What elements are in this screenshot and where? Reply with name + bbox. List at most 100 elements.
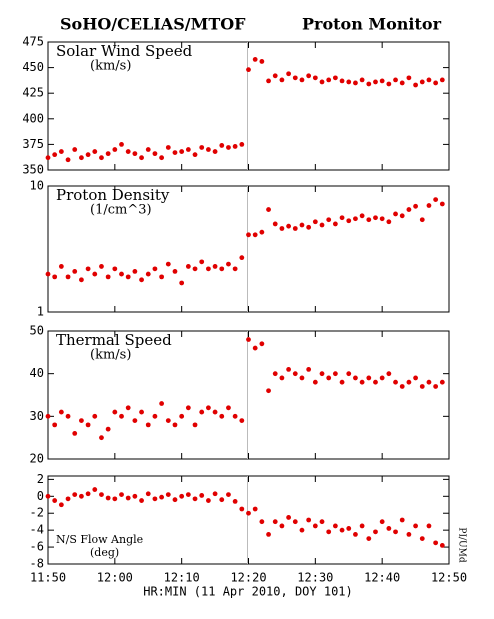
data-point — [386, 219, 392, 225]
data-point — [199, 145, 205, 150]
data-point — [292, 75, 298, 81]
data-point — [192, 152, 198, 158]
data-point — [165, 145, 171, 150]
data-point — [185, 405, 191, 411]
data-point — [299, 77, 305, 83]
data-point — [179, 493, 185, 499]
data-point — [132, 493, 138, 499]
data-point — [172, 269, 178, 274]
data-point — [79, 493, 84, 499]
data-point — [332, 75, 338, 81]
data-point — [292, 371, 298, 377]
data-point — [259, 59, 265, 64]
header-right: Proton Monitor — [302, 15, 442, 34]
data-point — [79, 418, 84, 423]
data-point — [99, 155, 104, 161]
data-point — [252, 232, 258, 238]
data-point — [366, 536, 372, 542]
data-point — [366, 375, 372, 381]
data-point — [232, 144, 238, 149]
y-tick-label: 2 — [37, 472, 44, 486]
data-point — [279, 375, 285, 381]
data-point — [125, 274, 131, 280]
x-tick-label: 11:50 — [30, 571, 66, 585]
data-point — [426, 523, 432, 529]
data-point — [85, 422, 91, 428]
data-point — [252, 57, 258, 62]
data-point — [312, 379, 318, 385]
data-point — [85, 152, 91, 158]
data-point — [239, 506, 245, 512]
data-point — [339, 215, 345, 221]
data-point — [406, 379, 412, 385]
data-point — [346, 218, 352, 224]
data-point — [112, 409, 118, 415]
data-point — [45, 155, 51, 161]
data-point — [139, 155, 144, 161]
data-point — [219, 266, 225, 272]
data-point — [379, 519, 385, 525]
x-tick-label: 12:50 — [431, 571, 467, 585]
data-point — [252, 506, 258, 512]
data-point — [119, 142, 124, 147]
y-tick-label: 1 — [37, 305, 44, 319]
data-point — [159, 274, 165, 280]
data-point — [179, 413, 185, 419]
data-point — [286, 223, 291, 229]
data-point — [286, 71, 291, 77]
data-point — [125, 405, 131, 411]
data-point — [58, 264, 64, 269]
data-point — [232, 266, 238, 272]
y-tick-label: 20 — [30, 452, 44, 466]
data-point — [312, 523, 318, 529]
data-point — [246, 67, 251, 73]
data-point — [145, 422, 151, 428]
data-point — [433, 540, 439, 546]
data-point — [353, 80, 358, 86]
data-point — [393, 211, 398, 217]
data-point — [346, 79, 352, 85]
data-point — [386, 526, 392, 531]
x-tick-label: 12:40 — [364, 571, 400, 585]
data-point — [99, 264, 104, 269]
data-point — [272, 519, 278, 525]
data-point — [239, 142, 245, 147]
data-point — [332, 371, 338, 377]
data-point — [272, 371, 278, 377]
data-point — [145, 271, 151, 277]
data-point — [252, 345, 258, 351]
data-point — [99, 492, 104, 498]
data-point — [192, 422, 198, 428]
data-point — [246, 337, 251, 342]
data-point — [192, 496, 198, 502]
data-point — [332, 221, 338, 227]
data-point — [132, 151, 138, 157]
data-point — [399, 384, 405, 389]
y-tick-label: 40 — [30, 366, 44, 380]
data-point — [339, 78, 345, 84]
data-point — [259, 519, 265, 525]
data-point — [226, 145, 231, 150]
data-point — [306, 517, 312, 523]
data-point — [85, 491, 91, 497]
data-point — [139, 409, 144, 415]
panel-unit: (1/cm^3) — [90, 203, 152, 218]
data-point — [279, 77, 285, 83]
data-point — [232, 498, 238, 504]
data-point — [112, 147, 118, 152]
data-point — [386, 81, 392, 87]
panel-title: Proton Density — [56, 186, 170, 204]
panel-title: Thermal Speed — [56, 331, 172, 349]
data-point — [72, 492, 78, 498]
data-point — [212, 491, 218, 497]
data-point — [152, 496, 158, 502]
data-point — [139, 498, 144, 503]
data-point — [152, 413, 158, 419]
data-point — [72, 431, 78, 436]
data-point — [306, 224, 312, 230]
x-tick-label: 12:30 — [297, 571, 333, 585]
panel-title: N/S Flow Angle — [56, 533, 143, 546]
data-point — [179, 280, 185, 286]
data-point — [159, 401, 165, 406]
data-point — [439, 201, 445, 207]
